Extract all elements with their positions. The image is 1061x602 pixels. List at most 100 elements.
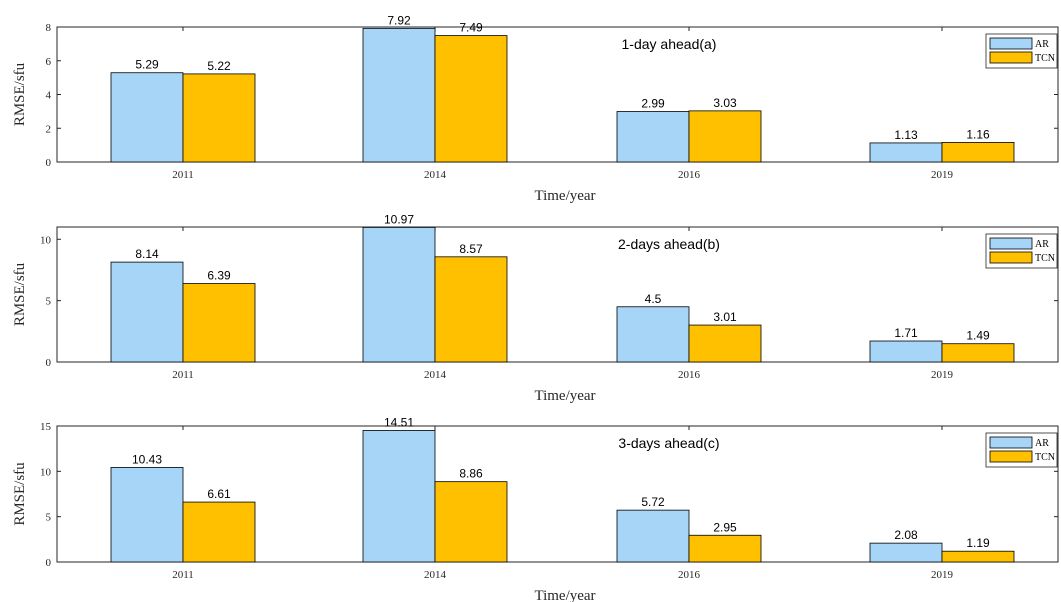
bar-ar-2019 — [869, 542, 943, 563]
bar-ar-2014 — [362, 27, 436, 163]
data-label-tcn: 1.19 — [966, 536, 990, 550]
bar-ar-2014 — [362, 226, 436, 363]
x-tick-label: 2016 — [678, 169, 701, 181]
x-tick-label: 2016 — [678, 369, 701, 381]
bar-ar-2019 — [869, 340, 943, 363]
x-tick-label: 2014 — [424, 569, 447, 581]
data-label-ar: 5.72 — [641, 495, 665, 509]
data-label-ar: 5.29 — [135, 58, 159, 72]
x-tick-label: 2016 — [678, 569, 701, 581]
bar-tcn-2019 — [941, 142, 1015, 163]
data-label-ar: 2.08 — [894, 528, 918, 542]
chart-panel-1: 0 2 4 6 8 2011 2014 2016 2019 5.29 7.92 2.99 1.13 5.2… — [12, 13, 1059, 204]
y-tick-label: 4 — [46, 90, 52, 102]
legend-swatch-tcn — [989, 251, 1033, 264]
legend: AR TCN — [985, 33, 1058, 69]
x-tick-label: 2011 — [172, 569, 194, 581]
data-label-tcn: 6.39 — [207, 269, 231, 283]
legend-swatch-tcn — [989, 51, 1033, 64]
y-tick-label: 5 — [46, 296, 52, 308]
data-label-tcn: 8.86 — [459, 467, 483, 481]
y-tick-label: 10 — [40, 234, 52, 246]
data-label-ar: 14.51 — [384, 415, 414, 429]
data-label-ar: 2.99 — [641, 97, 665, 111]
legend: AR TCN — [985, 233, 1058, 269]
y-tick-label: 6 — [46, 56, 52, 68]
data-label-tcn: 7.49 — [459, 21, 483, 35]
panel-title: 1-day ahead(a) — [622, 36, 717, 52]
plot-area-frame — [56, 226, 1059, 363]
data-label-tcn: 1.16 — [966, 127, 990, 141]
legend-label-tcn: TCN — [1035, 253, 1055, 264]
y-tick-label: 2 — [46, 123, 52, 135]
x-tick-label: 2014 — [424, 169, 447, 181]
y-tick-label: 0 — [46, 157, 52, 169]
bar-tcn-2011 — [182, 283, 256, 363]
bar-ar-2011 — [110, 261, 184, 363]
x-tick-label: 2019 — [931, 369, 954, 381]
data-label-tcn: 5.22 — [207, 59, 231, 73]
bar-tcn-2014 — [434, 481, 508, 563]
legend-label-ar: AR — [1035, 39, 1049, 50]
plot-area-frame — [56, 425, 1059, 563]
bar-tcn-2016 — [688, 534, 762, 563]
x-tick-label: 2019 — [931, 569, 954, 581]
panel-title: 2-days ahead(b) — [618, 236, 720, 252]
bar-ar-2016 — [616, 306, 690, 363]
bar-ar-2019 — [869, 142, 943, 163]
bar-tcn-2014 — [434, 35, 508, 163]
y-tick-label: 10 — [40, 466, 52, 478]
data-label-tcn: 2.95 — [713, 520, 737, 534]
x-tick-label: 2011 — [172, 369, 194, 381]
legend-label-ar: AR — [1035, 239, 1049, 250]
bar-tcn-2014 — [434, 256, 508, 363]
legend-swatch-tcn — [989, 450, 1033, 463]
y-tick-label: 0 — [46, 357, 52, 369]
y-tick-label: 8 — [46, 22, 52, 34]
data-label-tcn: 3.03 — [713, 96, 737, 110]
legend-label-ar: AR — [1035, 438, 1049, 449]
x-axis-label: Time/year — [534, 388, 595, 404]
y-tick-label: 15 — [40, 421, 52, 433]
data-label-tcn: 8.57 — [459, 242, 483, 256]
data-label-ar: 8.14 — [135, 247, 159, 261]
data-label-tcn: 6.61 — [207, 487, 231, 501]
y-axis-label: RMSE/sfu — [12, 262, 28, 326]
legend-label-tcn: TCN — [1035, 53, 1055, 64]
data-label-ar: 4.5 — [645, 292, 662, 306]
x-tick-label: 2019 — [931, 169, 954, 181]
bar-tcn-2019 — [941, 550, 1015, 563]
x-axis-label: Time/year — [534, 188, 595, 204]
legend-swatch-ar — [989, 37, 1033, 50]
legend-label-tcn: TCN — [1035, 452, 1055, 463]
x-tick-label: 2014 — [424, 369, 447, 381]
y-tick-label: 0 — [46, 557, 52, 569]
legend: AR TCN — [985, 432, 1058, 468]
panel-title: 3-days ahead(c) — [618, 435, 719, 451]
x-axis-label: Time/year — [534, 588, 595, 602]
chart-panel-2: 0 5 10 2011 2014 2016 2019 8.14 10.97 4.5 1.71 6.39… — [12, 212, 1059, 404]
data-label-ar: 1.71 — [894, 326, 918, 340]
legend-swatch-ar — [989, 436, 1033, 449]
y-axis-label: RMSE/sfu — [12, 62, 28, 126]
data-label-ar: 7.92 — [387, 13, 411, 27]
y-axis-label: RMSE/sfu — [12, 462, 28, 526]
bar-ar-2011 — [110, 467, 184, 563]
x-tick-label: 2011 — [172, 169, 194, 181]
data-label-tcn: 1.49 — [966, 329, 990, 343]
bar-tcn-2011 — [182, 501, 256, 563]
data-label-ar: 10.43 — [132, 452, 162, 466]
bar-tcn-2016 — [688, 110, 762, 163]
legend-swatch-ar — [989, 237, 1033, 250]
bar-ar-2014 — [362, 430, 436, 563]
bar-ar-2016 — [616, 509, 690, 563]
data-label-ar: 10.97 — [384, 212, 414, 226]
bar-ar-2011 — [110, 72, 184, 163]
bar-ar-2016 — [616, 111, 690, 163]
bar-tcn-2016 — [688, 324, 762, 363]
chart-panel-3: 0 5 10 15 2011 2014 2016 2019 10.43 14.51 5.72 2.08… — [12, 415, 1059, 602]
data-label-tcn: 3.01 — [713, 310, 737, 324]
bar-tcn-2019 — [941, 343, 1015, 363]
bar-tcn-2011 — [182, 73, 256, 163]
